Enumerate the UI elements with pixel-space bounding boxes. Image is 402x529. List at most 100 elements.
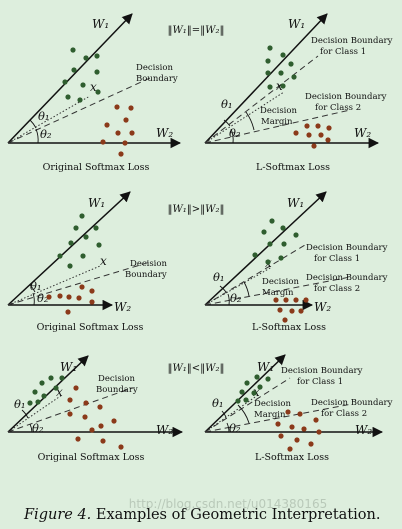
decision-boundary-line [7,261,151,306]
w1-label: W₁ [92,17,109,31]
theta1-label: θ₁ [30,279,42,293]
margin-arc [243,281,250,297]
w1-label: W₁ [288,17,305,31]
theta1-arc [221,410,227,418]
decision-boundary-class2-line [204,109,351,144]
boundary-class2-label-line1: Decision Boundary [311,398,393,408]
class1-points [62,47,101,103]
theta2-label: θ₂ [230,291,242,305]
boundary-label-line2: Boundary [136,74,178,84]
theta2-arc [230,128,234,144]
panel-caption: Original Softmax Loss [38,452,145,463]
panel-lsoftmax-row1: W₁ W₂ θ₁ θ₂ x Decision Boundary for Clas… [204,13,393,173]
norm-condition-less: ‖W₁‖<‖W₂‖ [168,363,225,374]
margin-label-line1: Decision [260,106,298,116]
x-label: x [56,385,63,399]
margin-label-line1: Decision [254,399,292,409]
x-vector [7,394,63,433]
decision-boundary-class1-line [204,55,319,144]
class1-points [265,45,297,90]
class2-points [100,104,135,157]
theta2-arc [29,423,33,433]
panel-lsoftmax-row3: W₁ W₂ θ₁ θ₂ x Decision Boundary for Clas… [204,354,393,463]
norm-condition-greater: ‖W₁‖>‖W₂‖ [168,204,225,215]
theta2-label: θ₂ [37,291,49,305]
boundary-label-line1: Decision [136,63,174,73]
theta1-arc [21,409,29,419]
figure-caption: Figure 4. Examples of Geometric Interpre… [23,507,380,523]
theta1-arc [29,284,36,293]
boundary-class2-label-line2: for Class 2 [315,103,361,113]
w1-label: W₁ [60,360,77,374]
figure-caption-label: Figure 4. [23,507,91,523]
panel-caption: Original Softmax Loss [43,162,150,173]
theta2-label: θ₂ [229,126,241,140]
panel-caption: Original Softmax Loss [37,322,144,333]
class1-points [252,218,299,265]
margin-arc [245,111,255,131]
x-vector [7,265,101,306]
w2-label: W₂ [114,300,131,314]
theta1-label: θ₁ [38,109,50,123]
w1-label: W₁ [257,360,274,374]
w1-vector [7,13,133,144]
boundary-class2-label-line2: for Class 2 [314,284,360,294]
theta1-arc [219,285,227,293]
norm-condition-equal: ‖W₁‖=‖W₂‖ [168,25,225,36]
class2-points [273,297,309,323]
w2-label: W₂ [156,126,173,140]
theta2-label: θ₂ [32,421,44,435]
class2-points [275,409,322,452]
theta2-arc [32,292,35,306]
w2-label: W₂ [354,126,371,140]
panel-caption: L-Softmax Loss [252,322,326,333]
theta2-label: θ₂ [40,127,52,141]
decision-boundary-line [7,387,133,433]
panel-caption: L-Softmax Loss [255,452,329,463]
panel-original-row3: W₁ W₂ θ₁ θ₂ x Decision Boundary Original… [7,355,184,463]
x-vector [204,394,259,433]
figure-caption-text: Examples of Geometric Interpretation. [91,507,380,523]
boundary-label-line2: Boundary [96,385,138,395]
theta2-arc [35,128,39,144]
w1-vector [204,354,286,433]
theta1-arc [223,119,231,127]
x-label: x [276,79,283,93]
class1-points [235,374,271,404]
theta1-label: θ₁ [212,396,224,410]
class1-points [27,375,65,406]
panel-caption: L-Softmax Loss [256,162,330,173]
boundary-class2-label-line1: Decision Boundary [305,92,387,102]
boundary-class1-label-line1: Decision Boundary [281,366,363,376]
decision-boundary-line [7,77,151,144]
boundary-class1-label-line2: for Class 1 [320,47,366,57]
boundary-class1-label-line2: for Class 1 [314,254,360,264]
w2-label: W₂ [314,300,331,314]
margin-label-line2: Margin [254,410,286,420]
x-label: x [253,385,260,399]
class2-points [67,385,124,450]
boundary-label-line1: Decision [98,374,136,384]
w2-label: W₂ [156,423,173,437]
boundary-class1-label-line2: for Class 1 [297,377,343,387]
theta2-arc [226,422,230,433]
w1-label: W₁ [287,196,304,210]
decision-boundary-class1-line [204,377,291,433]
decision-boundary-class2-line [204,403,353,433]
theta2-label: θ₂ [229,421,241,435]
class2-points [293,123,332,149]
boundary-class2-label-line1: Decision Boundary [306,273,388,283]
theta2-arc [227,293,230,306]
panel-original-row2: W₁ W₂ θ₁ θ₂ x Decision Boundary Original… [7,191,168,333]
theta1-arc [29,119,37,129]
margin-label-line2: Margin [262,288,294,298]
theta1-label: θ₁ [213,270,225,284]
class1-points [57,213,102,269]
panel-original-row1: W₁ W₂ θ₁ θ₂ x Decision Boundary Original… [7,13,182,173]
watermark-text: http://blog.csdn.net/u014380165 [129,497,327,511]
boundary-class2-label-line2: for Class 2 [321,409,367,419]
margin-arc [237,404,250,424]
w1-vector [7,355,89,433]
theta1-label: θ₁ [221,97,233,111]
